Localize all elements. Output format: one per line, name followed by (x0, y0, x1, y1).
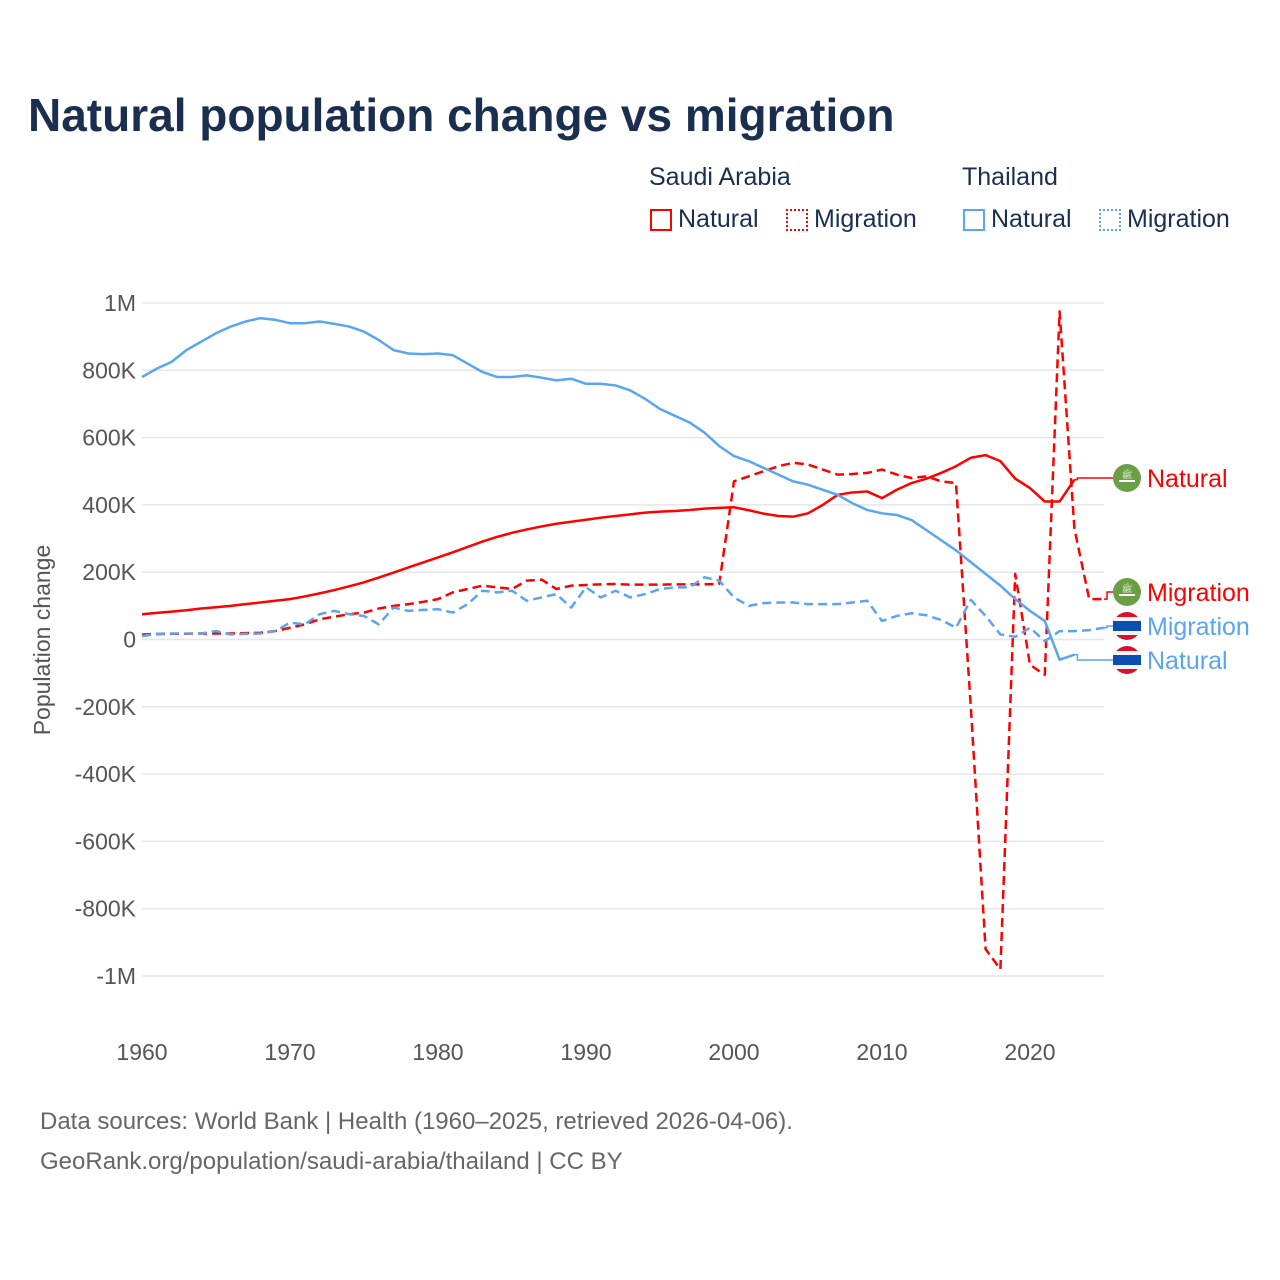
chart-title: Natural population change vs migration (28, 89, 895, 141)
y-tick-label: -1M (96, 963, 136, 989)
label-connector (1104, 625, 1113, 629)
data-sources: Data sources: World Bank | Health (1960–… (40, 1108, 793, 1135)
y-tick-label: -200K (75, 694, 137, 720)
legend-label: Migration (1127, 205, 1230, 233)
thailand-flag-blue (1113, 655, 1141, 665)
saudi-flag-sword (1119, 594, 1135, 596)
label-connector (1074, 477, 1113, 481)
y-tick-label: 1M (104, 290, 136, 316)
legend-label: Natural (991, 205, 1072, 233)
saudi-flag-sword (1119, 480, 1135, 482)
x-tick-label: 1990 (560, 1039, 611, 1065)
y-tick-label: 600K (82, 425, 136, 451)
end-label-thailand-natural: Natural (1147, 647, 1228, 675)
legend-saudi-migration[interactable]: Migration (786, 205, 917, 234)
legend-group-saudi: Saudi Arabia (649, 163, 791, 191)
saudi-flag-icon (1113, 464, 1141, 492)
y-axis-label: Population change (29, 545, 55, 736)
legend-thailand-migration[interactable]: Migration (1099, 205, 1230, 234)
series-line-thailand-natural (141, 316, 1075, 661)
saudi-flag-script: ﷺ (1122, 582, 1133, 594)
legend-saudi-natural[interactable]: Natural (650, 205, 759, 234)
saudi-flag-script: ﷺ (1122, 468, 1133, 480)
y-tick-label: -400K (75, 761, 137, 787)
legend-label: Migration (814, 205, 917, 233)
credit: GeoRank.org/population/saudi-arabia/thai… (40, 1148, 623, 1175)
series-line-thailand-migration (141, 575, 1105, 643)
legend-thailand-natural[interactable]: Natural (963, 205, 1072, 234)
thailand-flag-blue (1113, 621, 1141, 631)
series-line-saudi-arabia-migration (141, 310, 1104, 971)
x-tick-label: 1970 (264, 1039, 315, 1065)
legend-label: Natural (678, 205, 759, 233)
y-tick-label: 200K (82, 559, 136, 585)
x-tick-label: 2000 (708, 1039, 759, 1065)
series-line-saudi-arabia-natural (141, 453, 1076, 616)
x-tick-label: 1980 (412, 1039, 463, 1065)
x-tick-label: 2020 (1004, 1039, 1055, 1065)
legend-swatch (963, 208, 985, 231)
legend-swatch (1099, 208, 1121, 231)
label-connector (1104, 591, 1113, 600)
legend-swatch (786, 208, 808, 231)
y-tick-label: 400K (82, 492, 136, 518)
legend-group-thailand: Thailand (962, 163, 1058, 191)
y-tick-label: 800K (82, 357, 136, 383)
end-label-saudi-arabia-natural: Natural (1147, 465, 1228, 493)
end-label-saudi-arabia-migration: Migration (1147, 579, 1250, 607)
saudi-flag-icon (1113, 578, 1141, 606)
y-tick-label: -600K (75, 828, 137, 854)
x-tick-label: 1960 (116, 1039, 167, 1065)
y-tick-label: -800K (75, 896, 137, 922)
legend-swatch (650, 208, 672, 231)
label-connector (1074, 653, 1113, 661)
y-tick-label: 0 (123, 627, 136, 653)
x-tick-label: 2010 (856, 1039, 907, 1065)
end-label-thailand-migration: Migration (1147, 613, 1250, 641)
